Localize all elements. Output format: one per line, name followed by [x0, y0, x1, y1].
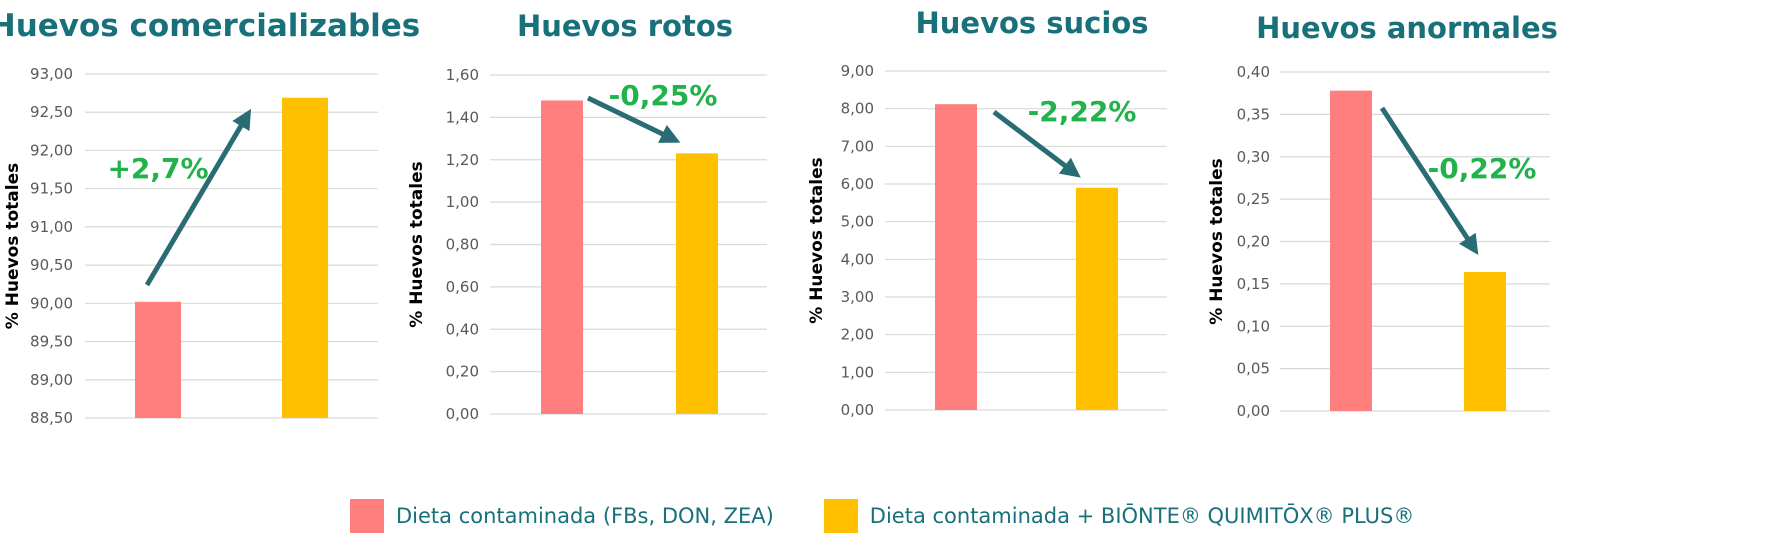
y-axis-label: % Huevos totales [807, 157, 827, 324]
legend-label-series-a: Dieta contaminada (FBs, DON, ZEA) [396, 504, 774, 528]
y-tick-label: 90,50 [30, 256, 73, 274]
legend-label-series-b: Dieta contaminada + BIŌNTE® QUIMITŌX® PL… [869, 504, 1415, 528]
y-tick-label: 1,00 [841, 363, 874, 381]
y-tick-label: 89,50 [30, 333, 73, 351]
y-tick-label: 5,00 [841, 213, 874, 231]
legend-item-series-a: Dieta contaminada (FBs, DON, ZEA) [350, 499, 774, 533]
y-tick-label: 0,20 [1237, 233, 1270, 251]
change-annotation: +2,7% [107, 152, 208, 185]
trend-arrow [1379, 106, 1479, 256]
y-tick-label: 1,00 [446, 193, 479, 211]
y-tick-label: 6,00 [841, 175, 874, 193]
y-tick-label: 1,20 [446, 151, 479, 169]
chart-panel-commercial: Huevos comercializables 88,50 89,00 89,50 90… [0, 0, 420, 490]
bar-series-a [1330, 90, 1372, 412]
chart-svg: Huevos comercializables 88,50 89,00 89,50 90… [0, 8, 420, 427]
chart-panel-abnormal: Huevos anormales 0,00 0,05 0,10 0,15 0,20 0,25… [1207, 0, 1630, 490]
chart-legend: Dieta contaminada (FBs, DON, ZEA) Dieta … [350, 495, 1450, 537]
y-tick-label: 0,60 [446, 278, 479, 296]
change-annotation: -0,22% [1428, 152, 1537, 185]
y-tick-label: 0,15 [1237, 275, 1270, 293]
bar-series-b [282, 97, 328, 418]
y-tick-label: 0,05 [1237, 360, 1270, 378]
legend-swatch-series-b [823, 499, 858, 533]
bar-series-a [935, 104, 977, 410]
y-tick-label: 1,40 [446, 108, 479, 126]
y-tick-label: 0,40 [446, 320, 479, 338]
trend-arrow [992, 110, 1081, 178]
chart-title: Huevos rotos [517, 9, 733, 43]
y-tick-label: 0,10 [1237, 317, 1270, 335]
y-tick-label: 0,00 [1237, 402, 1270, 420]
chart-panel-broken: Huevos rotos 0,00 0,20 0,40 0,60 0,80 1,00 1,20… [407, 0, 810, 490]
bar-series-a [135, 301, 181, 418]
y-axis-label: % Huevos totales [1207, 158, 1227, 325]
bar-series-a [541, 100, 583, 415]
y-tick-label: 88,50 [30, 409, 73, 427]
y-tick-label: 0,25 [1237, 190, 1270, 208]
y-tick-label: 2,00 [841, 326, 874, 344]
chart-svg: Huevos anormales 0,00 0,05 0,10 0,15 0,20 0,25… [1207, 11, 1558, 420]
trend-arrow [586, 95, 681, 143]
y-axis-label: % Huevos totales [407, 161, 427, 328]
chart-svg: Huevos sucios 0,00 1,00 2,00 3,00 4,00 5,00 6,0… [807, 6, 1167, 419]
y-axis-label: % Huevos totales [3, 163, 23, 330]
y-tick-label: 0,00 [841, 401, 874, 419]
chart-title: Huevos comercializables [0, 8, 420, 44]
chart-svg: Huevos rotos 0,00 0,20 0,40 0,60 0,80 1,00 1,20… [407, 9, 767, 423]
y-tick-label: 90,00 [30, 294, 73, 312]
bar-series-b [1076, 187, 1118, 410]
y-tick-label: 92,00 [30, 141, 73, 159]
bar-series-b [676, 153, 718, 415]
y-tick-label: 91,50 [30, 180, 73, 198]
change-annotation: -0,25% [609, 79, 718, 112]
y-tick-label: 4,00 [841, 250, 874, 268]
legend-swatch-series-a [350, 499, 384, 533]
y-tick-label: 0,35 [1237, 105, 1270, 123]
y-tick-label: 89,00 [30, 371, 73, 389]
chart-title: Huevos sucios [916, 6, 1149, 40]
legend-item-series-b: Dieta contaminada + BIŌNTE® QUIMITŌX® PL… [823, 499, 1415, 533]
y-tick-label: 93,00 [30, 65, 73, 83]
y-tick-label: 0,40 [1237, 63, 1270, 81]
y-tick-label: 7,00 [841, 137, 874, 155]
y-tick-label: 1,60 [446, 66, 479, 84]
chart-title: Huevos anormales [1256, 11, 1558, 45]
y-tick-label: 3,00 [841, 288, 874, 306]
chart-panel-dirty: Huevos sucios 0,00 1,00 2,00 3,00 4,00 5,00 6,0… [807, 0, 1210, 490]
y-tick-label: 8,00 [841, 100, 874, 118]
y-tick-label: 9,00 [841, 62, 874, 80]
y-tick-label: 0,30 [1237, 148, 1270, 166]
y-tick-label: 0,80 [446, 236, 479, 254]
y-tick-label: 92,50 [30, 103, 73, 121]
change-annotation: -2,22% [1028, 95, 1137, 128]
trend-arrow [144, 108, 252, 287]
bar-series-b [1464, 272, 1506, 411]
y-tick-label: 91,00 [30, 218, 73, 236]
y-tick-label: 0,00 [446, 405, 479, 423]
y-tick-label: 0,20 [446, 363, 479, 381]
